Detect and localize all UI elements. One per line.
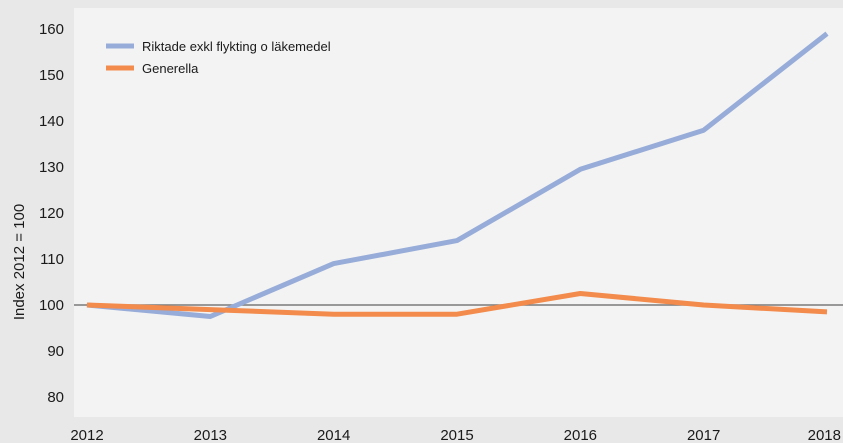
y-tick-label: 100 bbox=[39, 297, 64, 314]
plot-area bbox=[74, 8, 843, 417]
x-tick-label: 2013 bbox=[194, 427, 227, 443]
y-tick-label: 90 bbox=[47, 343, 64, 360]
y-tick-label: 110 bbox=[40, 251, 64, 268]
x-tick-label: 2018 bbox=[808, 427, 841, 443]
y-axis: 80 90 100 110 120 130 140 150 160 bbox=[39, 21, 64, 406]
x-axis: 2012 2013 2014 2015 2016 2017 2018 bbox=[70, 427, 841, 443]
y-axis-title: Index 2012 = 100 bbox=[11, 204, 28, 320]
y-tick-label: 120 bbox=[39, 205, 64, 222]
y-tick-label: 80 bbox=[47, 389, 64, 406]
legend-label-riktade: Riktade exkl flykting o läkemedel bbox=[142, 39, 331, 54]
x-tick-label: 2014 bbox=[317, 427, 350, 443]
x-tick-label: 2017 bbox=[687, 427, 720, 443]
series-layer bbox=[86, 31, 829, 319]
x-tick-label: 2012 bbox=[70, 427, 103, 443]
y-tick-label: 130 bbox=[39, 159, 64, 176]
legend: Riktade exkl flykting o läkemedel Genere… bbox=[106, 39, 331, 76]
x-tick-label: 2016 bbox=[564, 427, 597, 443]
y-tick-label: 150 bbox=[39, 67, 64, 84]
x-tick-label: 2015 bbox=[440, 427, 473, 443]
y-tick-label: 160 bbox=[39, 21, 64, 38]
y-tick-label: 140 bbox=[39, 113, 64, 130]
legend-label-generella: Generella bbox=[142, 61, 199, 76]
